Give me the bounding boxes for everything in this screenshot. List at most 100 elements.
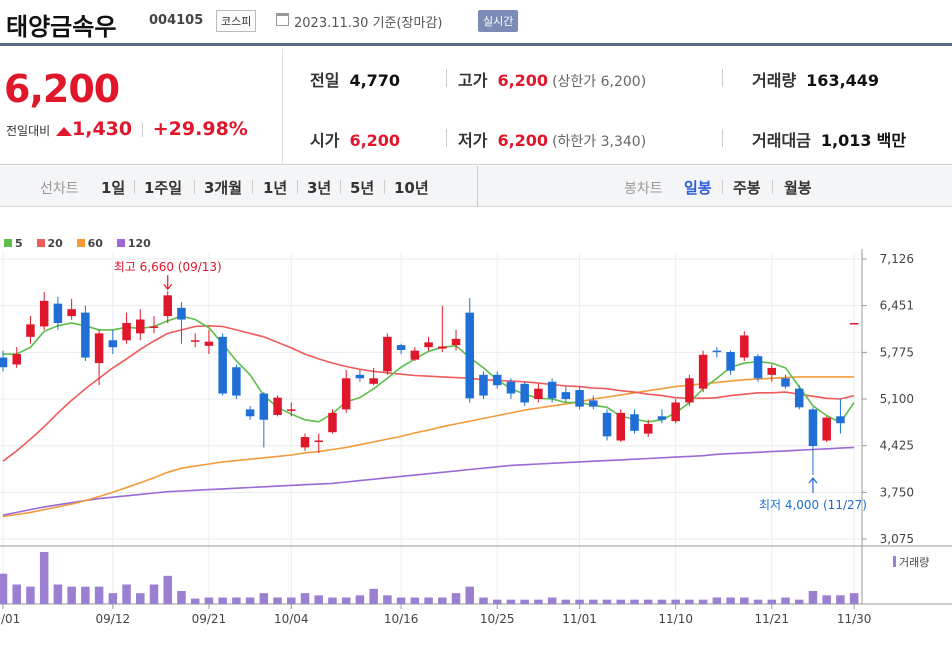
high-label: 고가 (458, 71, 488, 90)
candle-body (314, 440, 323, 443)
candle-body (602, 412, 612, 437)
candle-monthly[interactable]: 월봉 (784, 179, 812, 197)
low-arrowhead (808, 477, 818, 484)
volume-bar (506, 599, 516, 604)
candle-body (396, 345, 406, 350)
candle-body (383, 336, 392, 372)
volume-bar (122, 584, 131, 604)
candle-body (300, 437, 310, 448)
candle-body (589, 400, 598, 407)
prev-close-cell: 전일 4,770 (310, 67, 400, 91)
divider (722, 129, 723, 147)
candle-body (245, 409, 255, 417)
candle-body (520, 383, 529, 403)
x-tick-label: 11/30 (837, 612, 872, 626)
period-5y[interactable]: 5년 (350, 179, 375, 197)
volume-bar (328, 597, 337, 604)
legend-item-ma60: 60 (76, 237, 103, 250)
candlestick-chart[interactable]: 09/01 09/12 09/21 10/04 10/16 10/25 11/01 11/10… (0, 208, 952, 652)
x-tick-label: 09/01 (0, 612, 20, 626)
volume-bar (698, 599, 708, 604)
period-1y[interactable]: 1년 (263, 179, 288, 197)
volume-bar (575, 599, 584, 604)
candle-body (149, 326, 159, 328)
candle-body (136, 319, 145, 334)
x-tick-label: 09/21 (192, 612, 227, 626)
period-1w[interactable]: 1주일 (144, 179, 183, 197)
volume-bar (602, 599, 612, 604)
upper-limit: (상한가 6,200) (552, 74, 647, 90)
divider (477, 166, 478, 207)
volume-bar (26, 586, 35, 604)
x-tick-label: 11/10 (658, 612, 693, 626)
stock-name: 태양금속우 (6, 13, 117, 41)
candle-body (0, 357, 8, 368)
divider (722, 69, 723, 87)
up-arrow-icon (56, 127, 72, 136)
volume-bar (341, 597, 351, 604)
high-cell: 고가 6,200 (상한가 6,200) (458, 67, 646, 91)
divider (722, 180, 723, 194)
period-10y[interactable]: 10년 (394, 179, 429, 197)
volume-bar (726, 597, 735, 604)
volume-bar (822, 595, 831, 604)
period-3y[interactable]: 3년 (307, 179, 332, 197)
market-badge: 코스피 (216, 10, 257, 32)
candle-body (726, 352, 735, 371)
volume-bar (630, 599, 639, 604)
volume-bar (190, 598, 200, 604)
volume-bar (232, 597, 241, 604)
amount-cell: 거래대금 1,013 백만 (752, 127, 906, 151)
candle-body (108, 340, 118, 348)
candle-body (506, 381, 516, 394)
x-tick-label: 10/16 (384, 612, 419, 626)
volume-bar (245, 597, 255, 604)
amount-label: 거래대금 (752, 131, 811, 150)
period-1d[interactable]: 1일 (101, 179, 126, 197)
low-cell: 저가 6,200 (하한가 3,340) (458, 127, 646, 151)
volume-bar (163, 575, 172, 604)
candle-daily[interactable]: 일봉 (684, 179, 712, 197)
volume-value: 163,449 (806, 71, 880, 90)
candle-body (492, 374, 502, 386)
volume-bar (849, 593, 859, 604)
volume-bar (451, 593, 461, 604)
price-box: 6,200 전일대비 1,430 +29.98% (0, 49, 283, 165)
quote-date: 2023.11.30 기준(장마감) (294, 16, 443, 31)
volume-bar (396, 597, 406, 604)
volume-bar (643, 599, 653, 604)
volume-bar (438, 597, 447, 604)
candle-body (273, 397, 282, 415)
candle-weekly[interactable]: 주봉 (733, 179, 761, 197)
volume-bar (424, 597, 433, 604)
y-tick-label: 4,425 (880, 439, 914, 453)
volume-cell: 거래량 163,449 (752, 67, 879, 91)
y-tick-label: 5,775 (880, 345, 914, 359)
x-tick-label: 10/04 (274, 612, 309, 626)
volume-bar (287, 597, 296, 604)
volume-bar (589, 599, 598, 604)
candle-body (122, 323, 131, 341)
candle-body (849, 323, 859, 325)
volume-bar (753, 599, 763, 604)
legend-item-ma5: 5 (4, 237, 23, 250)
candle-body (424, 342, 433, 348)
candle-body (12, 354, 21, 365)
candle-body (163, 295, 172, 317)
volume-bar (300, 593, 310, 604)
ma60-line (2, 376, 855, 518)
candle-body (451, 338, 461, 346)
line-chart-label: 선차트 (40, 181, 79, 197)
prev-close-value: 4,770 (349, 71, 401, 90)
volume-bar (740, 597, 749, 604)
candle-body (39, 300, 49, 327)
candle-body (643, 423, 653, 434)
candle-body (616, 412, 626, 441)
realtime-button[interactable]: 실시간 (478, 10, 519, 32)
x-tick-label: 11/21 (754, 612, 789, 626)
low-value: 6,200 (497, 131, 549, 150)
period-3m[interactable]: 3개월 (204, 179, 243, 197)
divider (384, 180, 385, 194)
candle-body (232, 367, 241, 396)
volume-bar (767, 599, 777, 604)
